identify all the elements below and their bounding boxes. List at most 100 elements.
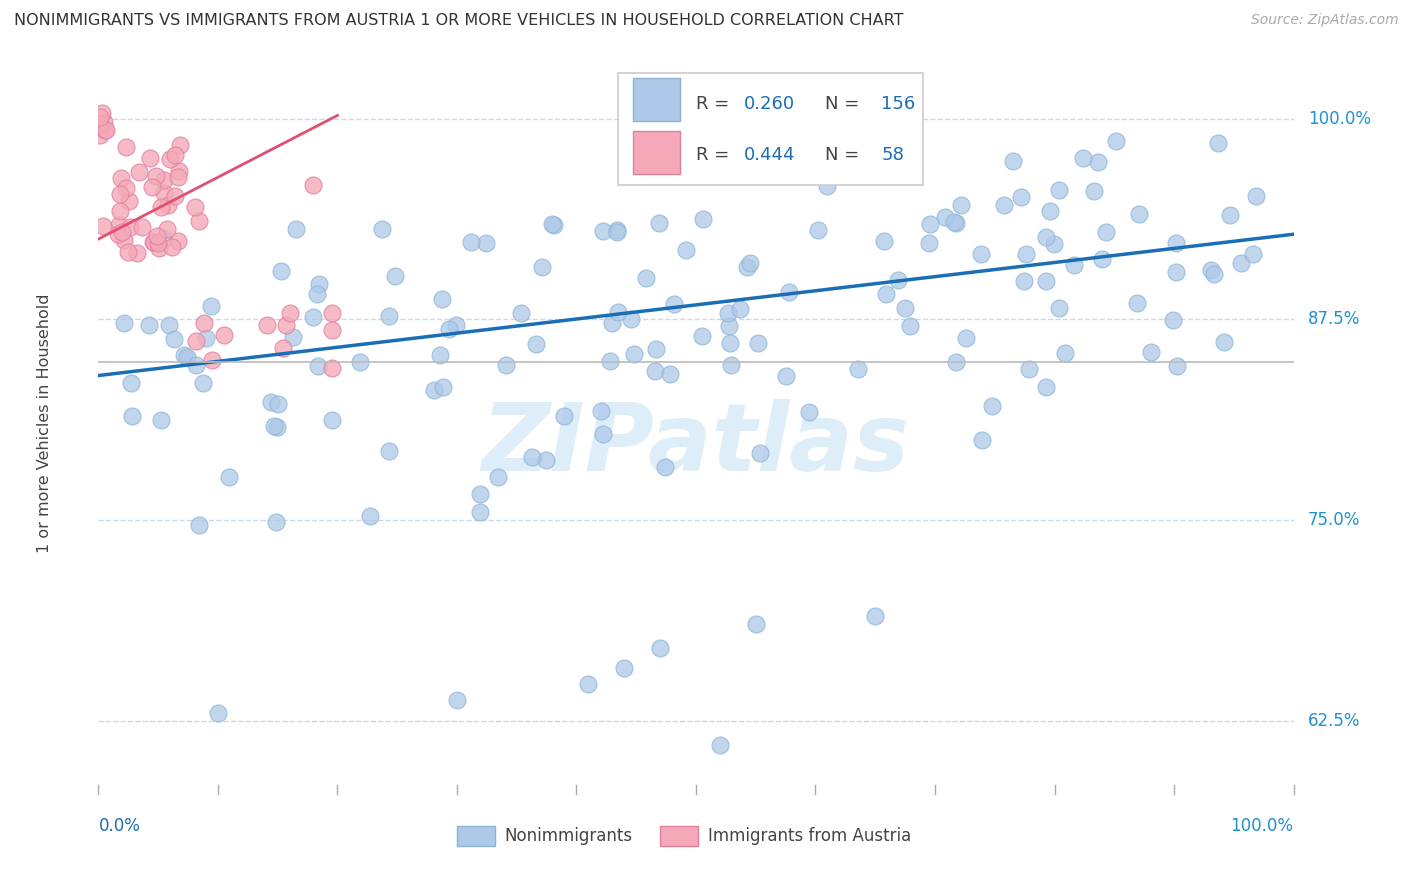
Point (159, 153, 181, 167)
Point (218, 470, 240, 484)
Point (152, 232, 174, 246)
Point (349, 355, 371, 369)
Point (893, 301, 915, 316)
Point (91, 106, 114, 120)
Point (169, 138, 191, 153)
Point (270, 264, 292, 278)
Point (112, 233, 135, 247)
Point (606, 223, 628, 237)
Text: R =: R = (696, 95, 735, 112)
Point (1047, 183, 1070, 197)
Point (108, 204, 131, 219)
Point (260, 394, 283, 409)
Point (121, 409, 143, 423)
Point (1039, 203, 1062, 218)
Point (302, 178, 325, 193)
Point (717, 305, 740, 319)
Point (446, 693, 468, 707)
Point (150, 413, 173, 427)
Point (432, 292, 454, 306)
Point (378, 309, 401, 323)
Point (1095, 225, 1118, 239)
Point (873, 234, 896, 248)
Point (981, 399, 1004, 413)
Point (599, 354, 621, 368)
FancyBboxPatch shape (619, 73, 922, 186)
Text: ZIPatlas: ZIPatlas (482, 400, 910, 491)
Text: Source: ZipAtlas.com: Source: ZipAtlas.com (1251, 13, 1399, 28)
Point (665, 149, 688, 163)
Point (148, 236, 170, 251)
Point (972, 433, 994, 447)
Point (1035, 230, 1057, 244)
Point (110, 171, 132, 186)
Point (942, 215, 965, 229)
Point (524, 336, 547, 351)
Point (384, 268, 406, 283)
Point (89, 117, 111, 131)
Text: 100.0%: 100.0% (1308, 110, 1371, 128)
Point (117, 245, 139, 260)
Point (540, 217, 562, 231)
Point (846, 361, 869, 376)
Point (141, 180, 163, 194)
Point (274, 318, 297, 332)
Point (600, 316, 623, 330)
FancyBboxPatch shape (457, 826, 495, 847)
Point (1002, 153, 1025, 168)
Point (115, 181, 138, 195)
Point (107, 227, 129, 241)
Point (108, 218, 131, 232)
Point (145, 169, 167, 184)
Point (530, 260, 553, 274)
Point (159, 318, 181, 333)
Point (520, 450, 543, 464)
Point (128, 165, 150, 179)
Point (949, 197, 972, 211)
Point (120, 219, 142, 234)
Point (160, 240, 183, 254)
Point (207, 706, 229, 720)
Point (658, 367, 681, 381)
Point (1206, 136, 1229, 150)
Point (1047, 301, 1070, 315)
Point (94, 123, 117, 137)
Point (495, 358, 517, 372)
Point (194, 331, 217, 345)
Text: 156: 156 (882, 95, 915, 112)
Point (302, 310, 325, 324)
Point (1035, 380, 1057, 394)
Point (212, 328, 235, 343)
Text: Immigrants from Austria: Immigrants from Austria (709, 827, 911, 845)
Point (778, 285, 800, 300)
Point (1199, 263, 1222, 277)
Point (321, 323, 343, 337)
Point (184, 358, 207, 372)
Point (193, 316, 215, 330)
Point (720, 358, 742, 372)
Point (1010, 190, 1032, 204)
Point (945, 216, 967, 230)
Point (1241, 247, 1264, 261)
Point (536, 453, 558, 467)
Text: 62.5%: 62.5% (1308, 712, 1361, 730)
Point (654, 460, 676, 475)
Point (1071, 151, 1094, 165)
Point (470, 505, 492, 519)
Point (94, 122, 117, 136)
Point (882, 164, 904, 178)
Point (263, 419, 285, 434)
Text: NONIMMIGRANTS VS IMMIGRANTS FROM AUSTRIA 1 OR MORE VEHICLES IN HOUSEHOLD CORRELA: NONIMMIGRANTS VS IMMIGRANTS FROM AUSTRIA… (14, 13, 904, 29)
Point (662, 297, 685, 311)
Point (1204, 267, 1226, 281)
Point (1212, 334, 1234, 349)
Point (709, 738, 731, 752)
Point (887, 273, 910, 287)
Point (645, 342, 668, 356)
Point (718, 318, 741, 333)
Point (201, 353, 224, 368)
Point (1053, 346, 1076, 360)
Point (470, 487, 492, 501)
Point (146, 229, 169, 244)
Point (1161, 313, 1184, 327)
